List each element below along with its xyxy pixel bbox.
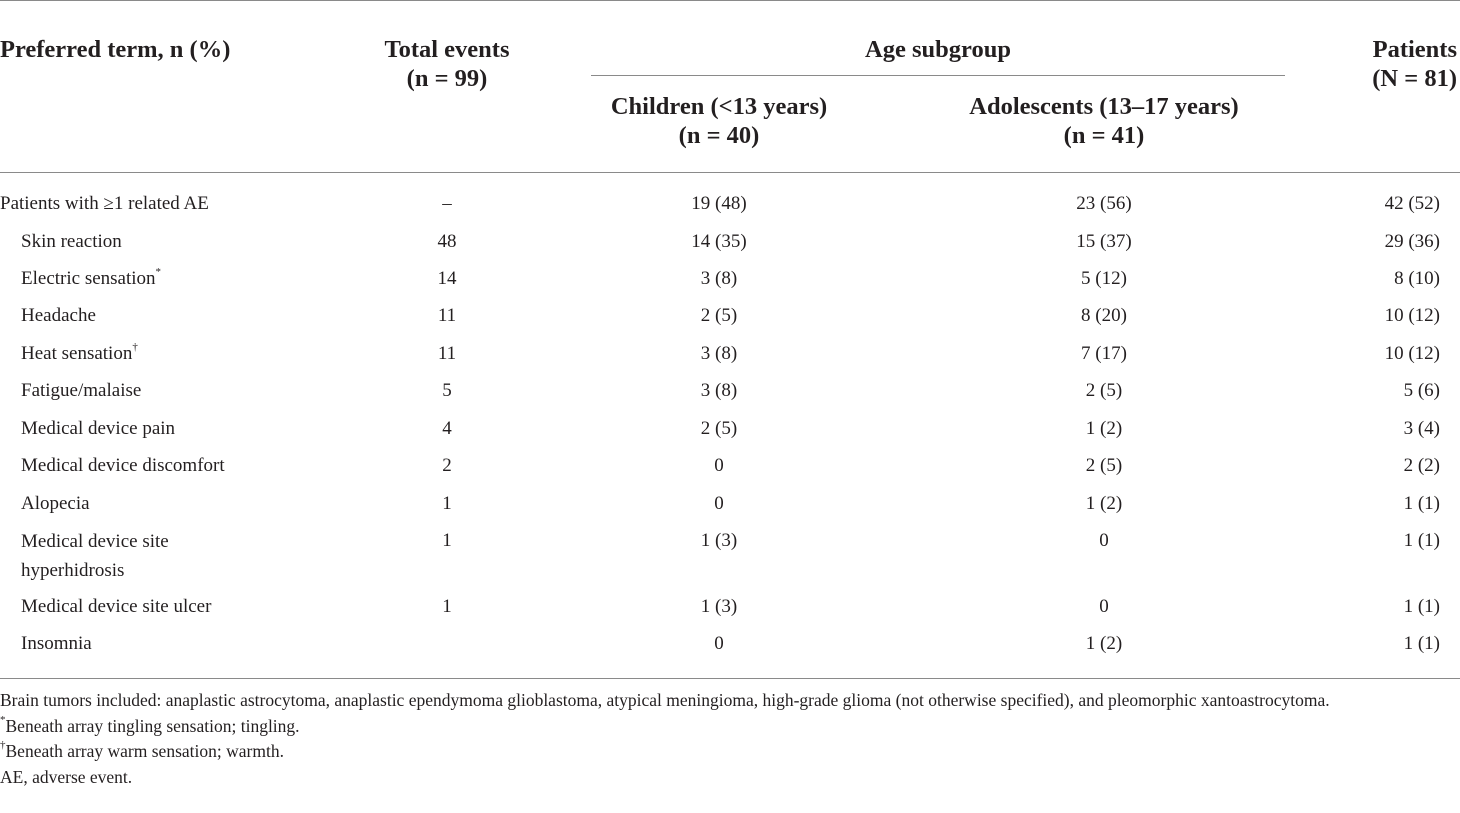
header-age-subgroup: Age subgroup xyxy=(865,36,1011,63)
row-adolescents: 0 xyxy=(1099,530,1109,551)
row-term: Medical device pain xyxy=(21,418,176,439)
table-top-rule xyxy=(0,0,1460,1)
row-total: 14 xyxy=(437,268,457,289)
row-total: 4 xyxy=(442,418,452,439)
row-term: Headache xyxy=(21,305,96,326)
row-patients: 10 (12) xyxy=(1384,305,1440,326)
row-total: 11 xyxy=(437,305,457,326)
row-patients: 3 (4) xyxy=(1403,418,1440,439)
row-children: 19 (48) xyxy=(691,193,747,214)
row-children: 3 (8) xyxy=(700,343,738,364)
row-term: Electric sensation* xyxy=(21,265,162,289)
row-term: Fatigue/malaise xyxy=(21,380,142,401)
row-adolescents: 1 (2) xyxy=(1085,493,1123,514)
row-total: 11 xyxy=(437,343,457,364)
footnote-mark: † xyxy=(132,340,138,353)
row-adolescents: 0 xyxy=(1099,596,1109,617)
row-adolescents: 5 (12) xyxy=(1081,268,1127,289)
row-term: Medical device site ulcer xyxy=(21,596,212,617)
row-children: 2 (5) xyxy=(700,305,738,326)
row-total: 48 xyxy=(437,231,457,252)
row-patients: 42 (52) xyxy=(1384,193,1440,214)
row-patients: 1 (1) xyxy=(1403,530,1440,551)
row-term: Skin reaction xyxy=(21,231,122,252)
header-bottom-rule xyxy=(0,172,1460,173)
header-preferred-term: Preferred term, n (%) xyxy=(0,36,231,63)
footnote-tumors: Brain tumors included: anaplastic astroc… xyxy=(0,690,1330,710)
row-patients: 1 (1) xyxy=(1403,596,1440,617)
row-adolescents: 23 (56) xyxy=(1076,193,1132,214)
row-total: 1 xyxy=(442,530,452,551)
row-term: Alopecia xyxy=(21,493,90,514)
row-total: 1 xyxy=(442,596,452,617)
row-term: Insomnia xyxy=(21,633,92,654)
header-adolescents: Adolescents (13–17 years) (n = 41) xyxy=(969,93,1239,149)
row-children: 1 (3) xyxy=(700,596,738,617)
row-adolescents: 1 (2) xyxy=(1085,418,1123,439)
footnote-abbreviation: AE, adverse event. xyxy=(0,766,133,787)
row-adolescents: 2 (5) xyxy=(1085,380,1123,401)
footnote-2: †Beneath array warm sensation; warmth. xyxy=(0,739,284,761)
row-term: Medical device site hyperhidrosis xyxy=(21,531,169,581)
row-total: 1 xyxy=(442,493,452,514)
row-adolescents: 2 (5) xyxy=(1085,455,1123,476)
header-children: Children (<13 years) (n = 40) xyxy=(610,93,828,149)
row-adolescents: 7 (17) xyxy=(1081,343,1127,364)
row-patients: 10 (12) xyxy=(1384,343,1440,364)
header-total-events: Total events (n = 99) xyxy=(384,36,510,92)
row-patients: 8 (10) xyxy=(1394,268,1440,289)
row-patients: 5 (6) xyxy=(1403,380,1440,401)
row-total: – xyxy=(442,193,452,214)
row-children: 3 (8) xyxy=(700,380,738,401)
row-children: 2 (5) xyxy=(700,418,738,439)
row-children: 0 xyxy=(714,633,724,654)
header-patients: Patients (N = 81) xyxy=(1372,36,1457,92)
row-adolescents: 1 (2) xyxy=(1085,633,1123,654)
row-children: 0 xyxy=(714,493,724,514)
row-patients: 1 (1) xyxy=(1403,493,1440,514)
row-adolescents: 8 (20) xyxy=(1081,305,1127,326)
row-term: Medical device discomfort xyxy=(21,455,225,476)
table-footnotes: Brain tumors included: anaplastic astroc… xyxy=(0,688,1460,790)
row-children: 14 (35) xyxy=(691,231,747,252)
row-term: Patients with ≥1 related AE xyxy=(0,193,209,214)
footnote-1: *Beneath array tingling sensation; tingl… xyxy=(0,713,300,736)
row-patients: 29 (36) xyxy=(1384,231,1440,252)
age-subgroup-rule xyxy=(591,75,1285,76)
row-total: 5 xyxy=(442,380,452,401)
table-bottom-rule xyxy=(0,678,1460,679)
row-children: 0 xyxy=(714,455,724,476)
row-patients: 2 (2) xyxy=(1403,455,1440,476)
row-total: 2 xyxy=(442,455,452,476)
footnote-mark: * xyxy=(155,265,162,278)
row-children: 1 (3) xyxy=(700,530,738,551)
row-patients: 1 (1) xyxy=(1403,633,1440,654)
row-children: 3 (8) xyxy=(700,268,738,289)
row-term: Heat sensation† xyxy=(21,340,138,364)
row-adolescents: 15 (37) xyxy=(1076,231,1132,252)
